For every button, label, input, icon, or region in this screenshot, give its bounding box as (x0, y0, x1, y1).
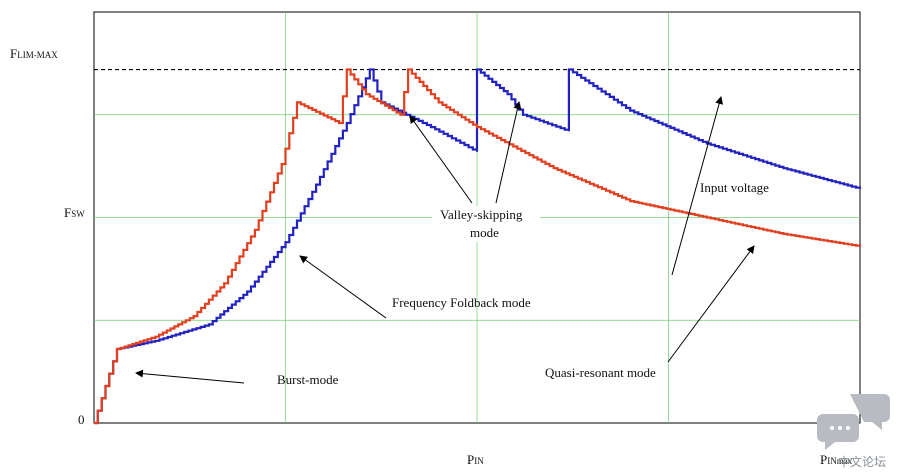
watermark-logo: 中文论坛 (817, 394, 890, 469)
valley-label-bg (432, 206, 540, 242)
x-label-pinmax-sub: INmax (827, 456, 852, 466)
x-label-pin-main: P (467, 452, 474, 467)
arrow-valley-left (409, 115, 473, 204)
chat-bubble-icon (817, 414, 859, 450)
series-line-1 (94, 68, 862, 425)
annotation-burst: Burst-mode (277, 372, 339, 387)
y-label-fsw: FSW (64, 205, 85, 220)
y-label-flim: FLIM-MAX (10, 46, 58, 61)
annotation-input: Input voltage (700, 180, 769, 195)
annotation-qr: Quasi-resonant mode (545, 365, 656, 380)
watermark-text: 中文论坛 (838, 454, 886, 469)
x-label-pinmax: PINmax (820, 452, 853, 467)
x-label-pinmax-main: P (820, 452, 827, 467)
arrow-input (671, 96, 723, 276)
arrow-foldback (299, 255, 387, 319)
chat-bubble-back-icon (850, 394, 890, 430)
annotation-valley-1: Valley-skipping (440, 207, 523, 222)
y-label-zero: 0 (78, 412, 85, 427)
arrow-qr (667, 245, 755, 363)
series-line-0 (94, 68, 862, 425)
arrow-valley-right (495, 101, 522, 204)
y-label-fsw-main: F (64, 205, 71, 220)
series-group (94, 68, 862, 425)
arrow-burst (135, 369, 245, 384)
x-label-pin-sub: IN (474, 456, 484, 466)
y-label-fsw-sub: SW (71, 209, 85, 219)
x-label-pin: PIN (467, 452, 484, 467)
y-label-flim-sub: LIM-MAX (17, 50, 58, 60)
annotation-valley-2: mode (470, 225, 499, 240)
annotation-arrows (135, 96, 755, 384)
annotation-foldback: Frequency Foldback mode (392, 295, 531, 310)
y-label-flim-main: F (10, 46, 17, 61)
